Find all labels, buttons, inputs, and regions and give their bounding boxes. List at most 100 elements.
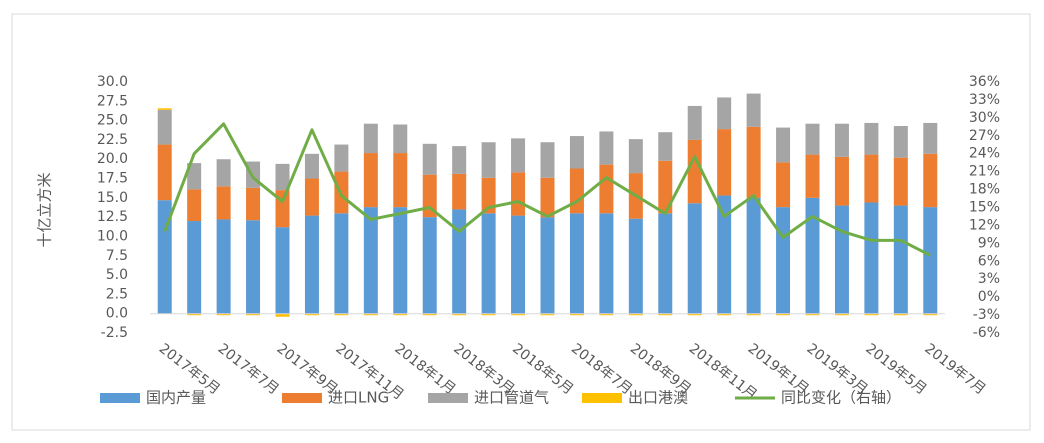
bar-segment	[540, 142, 555, 178]
y-tick-label: 0.0	[106, 306, 128, 322]
bar-segment	[187, 163, 202, 190]
bar-segment	[599, 131, 614, 165]
bar-segment	[275, 313, 290, 317]
bar-segment	[157, 108, 172, 110]
bar-segment	[805, 123, 820, 155]
y2-tick-label: 0%	[978, 289, 1000, 305]
y2-tick-label: 3%	[978, 271, 1000, 287]
bar-segment	[422, 143, 437, 175]
bar-segment	[452, 173, 467, 210]
y-tick-label: 12.5	[97, 209, 128, 225]
bar-segment	[246, 313, 261, 316]
bar-segment	[776, 127, 791, 163]
bar-segment	[304, 215, 319, 314]
legend-label: 进口管道气	[474, 389, 549, 407]
legend-swatch	[582, 393, 622, 403]
y-axis-label: 十亿立方米	[36, 172, 54, 247]
bar-segment	[923, 153, 938, 208]
legend-label: 同比变化（右轴）	[781, 389, 901, 407]
bar-segment	[834, 205, 849, 314]
bar-segment	[569, 136, 584, 169]
bar-segment	[187, 221, 202, 314]
bar-segment	[304, 153, 319, 179]
bar-segment	[687, 105, 702, 140]
bar-segment	[334, 313, 349, 316]
bar-segment	[658, 160, 673, 214]
bar-segment	[246, 187, 261, 221]
bar-segment	[363, 153, 378, 208]
bar-segment	[658, 132, 673, 161]
bar-segment	[187, 189, 202, 222]
y2-tick-label: 12%	[969, 217, 1000, 233]
bar-segment	[893, 313, 908, 316]
bar-segment	[540, 217, 555, 314]
bar-segment	[658, 213, 673, 314]
legend-label: 出口港澳	[628, 389, 688, 407]
bar-segment	[452, 146, 467, 174]
bar-segment	[864, 313, 879, 316]
bar-segment	[776, 313, 791, 316]
bar-segment	[511, 313, 526, 316]
legend-swatch	[100, 393, 140, 403]
bar-segment	[923, 313, 938, 316]
bar-segment	[923, 122, 938, 154]
bar-segment	[393, 153, 408, 208]
y2-tick-label: 6%	[978, 253, 1000, 269]
bar-segment	[805, 313, 820, 316]
y2-tick-label: 24%	[969, 146, 1000, 162]
bar-segment	[717, 97, 732, 130]
bar-segment	[481, 213, 496, 314]
legend-label: 进口LNG	[328, 389, 389, 407]
bar-segment	[923, 207, 938, 314]
bar-segment	[481, 313, 496, 316]
y2-tick-label: 15%	[969, 200, 1000, 216]
bar-segment	[334, 213, 349, 314]
bar-segment	[540, 313, 555, 316]
bar-segment	[363, 123, 378, 154]
bar-segment	[599, 213, 614, 314]
bar-segment	[628, 313, 643, 316]
bar-segment	[422, 313, 437, 316]
y2-tick-label: 36%	[969, 74, 1000, 90]
y2-tick-label: 27%	[969, 128, 1000, 144]
bar-segment	[246, 220, 261, 314]
y-tick-label: 2.5	[106, 286, 128, 302]
y-tick-label: 22.5	[97, 132, 128, 148]
y2-tick-label: -3%	[973, 307, 1000, 323]
y-tick-label: -2.5	[101, 325, 128, 341]
bar-segment	[216, 186, 231, 220]
bar-segment	[687, 313, 702, 316]
y-tick-label: 20.0	[97, 151, 128, 167]
bar-segment	[511, 138, 526, 173]
bar-segment	[687, 203, 702, 314]
bar-segment	[746, 197, 761, 314]
bar-segment	[275, 163, 290, 191]
y2-tick-label: 33%	[969, 92, 1000, 108]
bar-segment	[834, 123, 849, 157]
y2-tick-label: 21%	[969, 164, 1000, 180]
y-tick-label: 17.5	[97, 171, 128, 187]
bar-segment	[834, 313, 849, 316]
bar-segment	[717, 129, 732, 196]
bar-segment	[422, 174, 437, 218]
bar-segment	[452, 313, 467, 316]
bar-segment	[157, 144, 172, 201]
bar-segment	[717, 195, 732, 314]
bar-segment	[304, 178, 319, 216]
bar-segment	[363, 207, 378, 314]
bar-segment	[776, 162, 791, 208]
bar-segment	[304, 313, 319, 316]
bar-segment	[687, 139, 702, 204]
bar-segment	[157, 200, 172, 314]
y-tick-label: 27.5	[97, 93, 128, 109]
bar-segment	[216, 313, 231, 316]
y2-tick-label: -6%	[973, 325, 1000, 341]
bar-segment	[540, 177, 555, 218]
legend-swatch	[428, 393, 468, 403]
bar-segment	[481, 177, 496, 214]
bar-segment	[569, 213, 584, 314]
bar-segment	[393, 313, 408, 316]
y-tick-label: 7.5	[106, 248, 128, 264]
y-tick-label: 15.0	[97, 190, 128, 206]
bar-segment	[893, 205, 908, 314]
